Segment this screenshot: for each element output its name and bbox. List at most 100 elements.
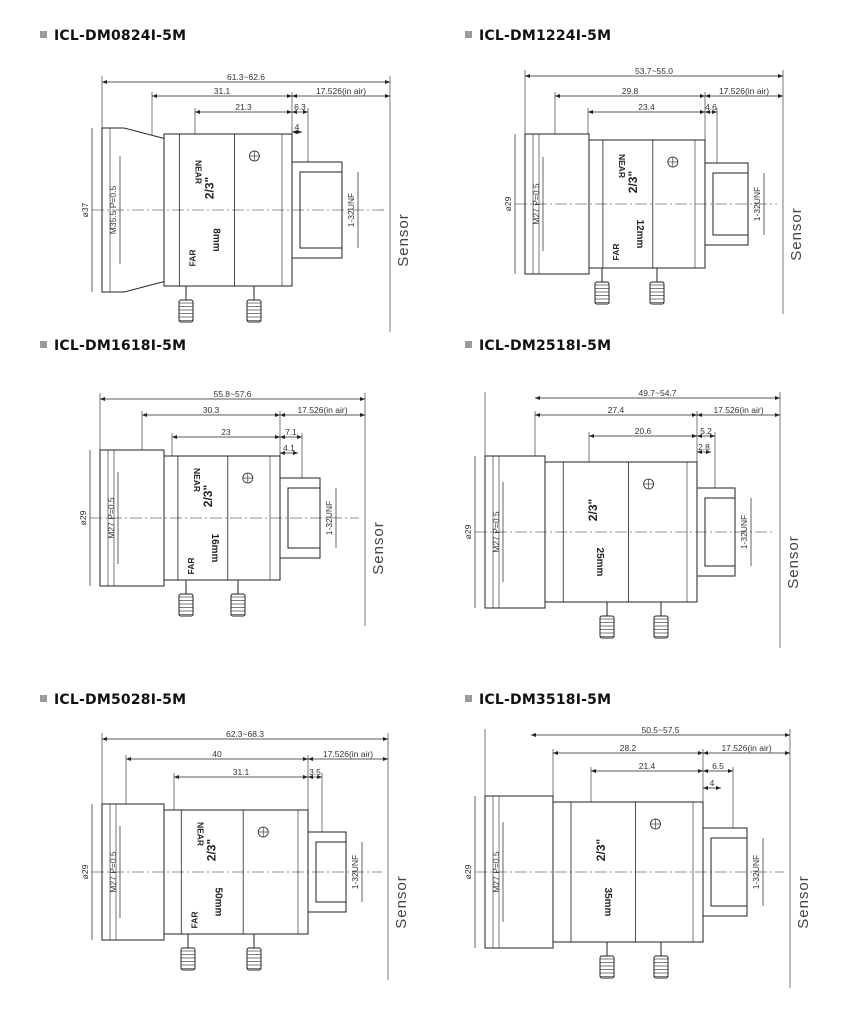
model-title: ICL-DM0824I-5M [54, 28, 187, 44]
unf-label: 1-32UNF [346, 193, 356, 227]
near-label: NEAR [192, 468, 202, 492]
diameter-label: ø29 [503, 196, 513, 211]
dim-offset-1-label: 3.5 [309, 767, 321, 777]
dim-offset-2-arrow-left [703, 786, 708, 790]
diameter-label: ø29 [463, 864, 473, 879]
dim-offset-1-label: 6.5 [712, 761, 724, 771]
dim-body-arrow-left [174, 775, 179, 779]
dim-mount-length-arrow-left [535, 413, 540, 417]
dim-mount-length-label: 40 [212, 749, 222, 759]
dim-flange-arrow-left [280, 413, 285, 417]
locking-knob [178, 593, 194, 617]
dim-total-arrow-left [102, 80, 107, 84]
locking-knob [653, 955, 669, 979]
dim-offset-1-arrow-right [297, 435, 302, 439]
unf-label: 1-32UNF [751, 855, 761, 889]
lens-panel-dm0824: ICL-DM0824I-5M ø37 M35.5 P=0.5 1-32UNF NEAR… [40, 28, 460, 348]
unf-label: 1-32UNF [324, 501, 334, 535]
dim-offset-1-arrow-left [280, 435, 285, 439]
dim-offset-2-arrow-right [293, 451, 298, 455]
dim-total-label: 49.7~54.7 [638, 388, 676, 398]
dim-body-label: 23 [221, 427, 231, 437]
far-label: FAR [189, 912, 199, 929]
dim-offset-2-label: 4 [295, 122, 300, 132]
dim-offset-2-label: 4.1 [283, 443, 295, 453]
bullet-icon [40, 695, 47, 702]
locking-knob [230, 593, 246, 617]
dim-offset-1-label: 6.3 [294, 102, 306, 112]
locking-knob [246, 299, 262, 323]
dim-flange-arrow-right [385, 94, 390, 98]
sensor-label: Sensor [393, 875, 410, 929]
dim-flange-arrow-right [778, 94, 783, 98]
diameter-label: ø29 [78, 510, 88, 525]
locking-knob [246, 947, 262, 971]
dim-flange-arrow-left [703, 751, 708, 755]
dim-mount-length-arrow-left [152, 94, 157, 98]
unf-label: 1-32UNF [350, 855, 360, 889]
dim-flange-arrow-right [785, 751, 790, 755]
bullet-icon [465, 695, 472, 702]
dim-total-arrow-left [535, 396, 540, 400]
dim-offset-2-arrow-left [697, 450, 702, 454]
dim-body-label: 21.4 [639, 761, 656, 771]
far-label: FAR [611, 244, 621, 261]
dim-flange-arrow-right [775, 413, 780, 417]
diameter-label: ø29 [463, 524, 473, 539]
model-title: ICL-DM3518I-5M [479, 692, 612, 708]
dim-body-label: 21.3 [235, 102, 252, 112]
unf-label: 1-32UNF [739, 515, 749, 549]
dim-body-label: 23.4 [638, 102, 655, 112]
bullet-icon [40, 341, 47, 348]
unf-label: 1-32UNF [752, 187, 762, 221]
bullet-icon [465, 341, 472, 348]
dim-flange-label: 17.526(in air) [297, 405, 347, 415]
thread-label: M27 P=0.5 [531, 183, 541, 225]
format-label: 2/3" [201, 485, 215, 507]
dim-mount-length-arrow-right [700, 94, 705, 98]
locking-knob [599, 615, 615, 639]
model-title: ICL-DM1618I-5M [54, 338, 187, 354]
focal-length-label: 12mm [634, 220, 645, 249]
dim-mount-length-label: 28.2 [620, 743, 637, 753]
dim-offset-2-arrow-right [297, 130, 302, 134]
dim-body-arrow-right [698, 769, 703, 773]
dim-body-arrow-right [275, 435, 280, 439]
locking-knob [599, 955, 615, 979]
dim-offset-2-label: 4 [710, 778, 715, 788]
dim-flange-label: 17.526(in air) [713, 405, 763, 415]
dim-offset-2-arrow-left [280, 451, 285, 455]
focal-length-label: 35mm [602, 888, 613, 917]
diameter-label: ø37 [80, 202, 90, 217]
dim-mount-length-arrow-right [698, 751, 703, 755]
diameter-label: ø29 [80, 864, 90, 879]
model-title: ICL-DM2518I-5M [479, 338, 612, 354]
bullet-icon [465, 31, 472, 38]
dim-flange-arrow-right [383, 757, 388, 761]
dim-offset-1-arrow-right [303, 110, 308, 114]
locking-knob [649, 281, 665, 305]
dim-flange-label: 17.526(in air) [323, 749, 373, 759]
dim-body-arrow-right [700, 110, 705, 114]
dim-total-arrow-left [531, 733, 536, 737]
sensor-label: Sensor [395, 213, 412, 267]
dim-mount-length-label: 29.8 [622, 86, 639, 96]
format-label: 2/3" [594, 839, 608, 861]
dim-total-arrow-right [785, 733, 790, 737]
dim-flange-arrow-left [292, 94, 297, 98]
thread-label: M27 P=0.5 [491, 511, 501, 553]
dim-offset-1-arrow-left [292, 110, 297, 114]
dim-mount-length-arrow-right [275, 413, 280, 417]
dim-body-arrow-left [588, 110, 593, 114]
locking-knob [180, 947, 196, 971]
dim-total-label: 53.7~55.0 [635, 66, 673, 76]
dim-flange-arrow-left [697, 413, 702, 417]
dim-offset-2-arrow-left [292, 130, 297, 134]
focal-length-label: 50mm [212, 888, 223, 917]
lens-drawing: ø29 M27 P=0.5 1-32UNF 2/3" 25mm 49.7~54.7 27.4… [463, 388, 802, 648]
locking-knob [653, 615, 669, 639]
sensor-label: Sensor [795, 875, 812, 929]
dim-total-arrow-right [775, 396, 780, 400]
model-title: ICL-DM1224I-5M [479, 28, 612, 44]
thread-label: M27 P=0.5 [106, 497, 116, 539]
